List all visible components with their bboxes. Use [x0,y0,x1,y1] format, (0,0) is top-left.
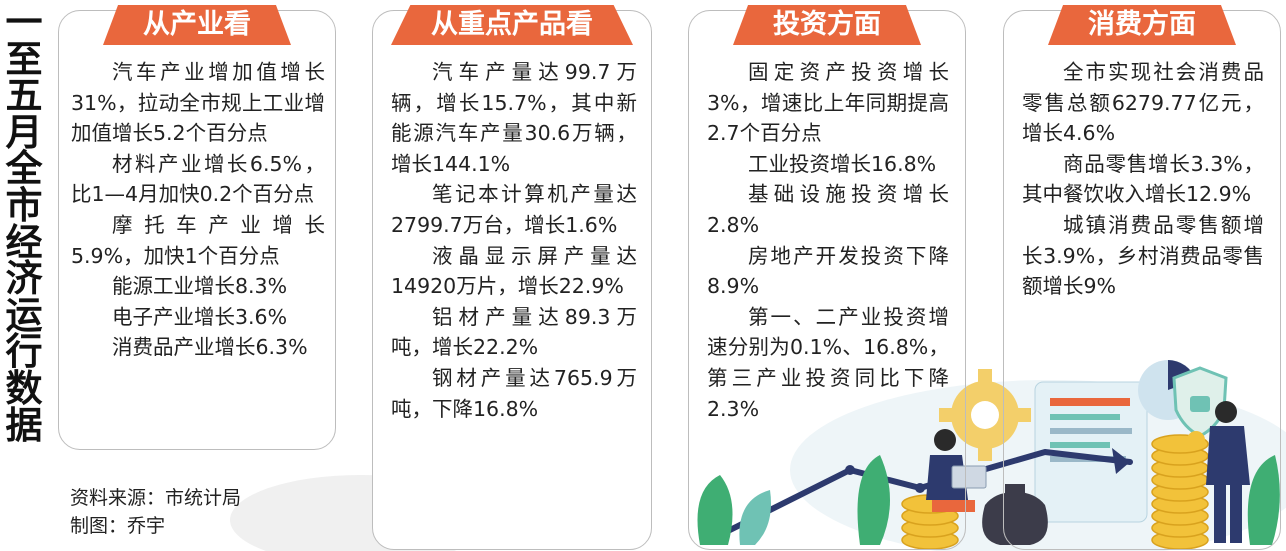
credits: 资料来源：市统计局 制图：乔宇 [70,484,241,540]
panel-heading: 从产业看 [103,5,291,45]
data-paragraph: 工业投资增长16.8% [748,151,937,176]
data-source: 资料来源：市统计局 [70,487,242,509]
leaf-icon [697,455,1280,545]
data-paragraph: 材料产业增长6.5%，比1—4月加快0.2个百分点 [71,151,325,207]
panel-body: 固定资产投资增长3%，增速比上年同期提高2.7个百分点 工业投资增长16.8% … [707,57,949,424]
businessman-icon [1187,401,1250,543]
panel-consumption: 消费方面 全市实现社会消费品零售总额6279.77亿元，增长4.6% 商品零售增… [1003,5,1281,550]
person-with-laptop-icon [926,429,987,512]
data-paragraph: 城镇消费品零售额增长3.9%，乡村消费品零售额增长9% [1022,212,1264,299]
money-bag-icon [982,484,1048,545]
data-paragraph: 房地产开发投资下降8.9% [707,243,949,299]
growth-arrow-icon [727,448,1133,533]
data-paragraph: 基础设施投资增长2.8% [707,182,949,237]
panel-body: 全市实现社会消费品零售总额6279.77亿元，增长4.6% 商品零售增长3.3%… [1022,57,1264,302]
panel-heading: 消费方面 [1048,5,1236,45]
designer-credit: 制图：乔宇 [70,515,166,537]
data-paragraph: 固定资产投资增长3%，增速比上年同期提高2.7个百分点 [707,60,949,146]
data-paragraph: 能源工业增长8.3% [112,274,288,299]
panel-products: 从重点产品看 汽车产量达99.7万辆，增长15.7%，其中新能源汽车产量30.6… [372,5,652,550]
data-paragraph: 液晶显示屏产量达14920万片，增长22.9% [391,243,637,299]
data-paragraph: 汽车产量达99.7万辆，增长15.7%，其中新能源汽车产量30.6万辆，增长14… [391,60,637,176]
panel-heading: 投资方面 [733,5,921,45]
data-paragraph: 汽车产业增加值增长31%，拉动全市规上工业增加值增长5.2个百分点 [71,60,325,146]
page-title: 一至五月全市经济运行数据 [5,0,43,447]
panel-body: 汽车产业增加值增长31%，拉动全市规上工业增加值增长5.2个百分点 材料产业增长… [71,57,325,363]
data-paragraph: 电子产业增长3.6% [112,304,288,329]
data-paragraph: 第一、二产业投资增速分别为0.1%、16.8%，第三产业投资同比下降2.3% [707,304,949,421]
panel-industry: 从产业看 汽车产业增加值增长31%，拉动全市规上工业增加值增长5.2个百分点 材… [58,5,336,450]
panel-investment: 投资方面 固定资产投资增长3%，增速比上年同期提高2.7个百分点 工业投资增长1… [688,5,966,550]
data-paragraph: 钢材产量达765.9万吨，下降16.8% [391,365,637,421]
panel-heading: 从重点产品看 [391,5,633,45]
panel-body: 汽车产量达99.7万辆，增长15.7%，其中新能源汽车产量30.6万辆，增长14… [391,57,637,424]
data-paragraph: 消费品产业增长6.3% [112,335,308,360]
data-paragraph: 摩托车产业增长5.9%，加快1个百分点 [71,212,325,268]
data-paragraph: 商品零售增长3.3%，其中餐饮收入增长12.9% [1022,151,1264,207]
data-paragraph: 全市实现社会消费品零售总额6279.77亿元，增长4.6% [1022,60,1264,146]
data-paragraph: 笔记本计算机产量达2799.7万台，增长1.6% [391,182,637,237]
gear-icon [939,369,1031,461]
data-paragraph: 铝材产量达89.3万吨，增长22.2% [391,304,637,360]
